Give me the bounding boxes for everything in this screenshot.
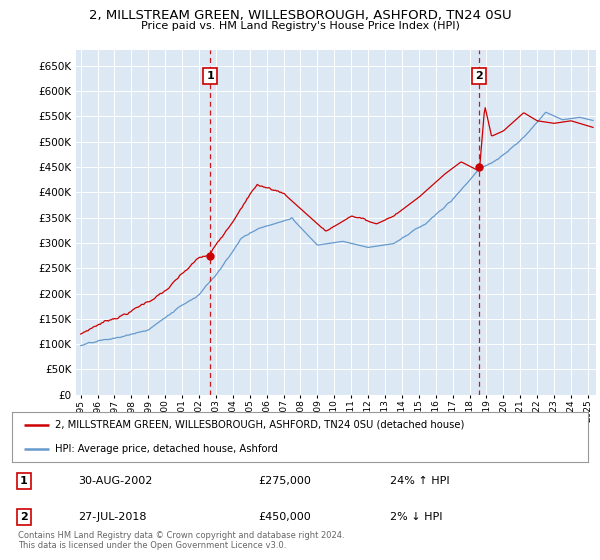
Text: 1: 1 [20,476,28,486]
Text: £450,000: £450,000 [258,512,311,522]
Text: 2, MILLSTREAM GREEN, WILLESBOROUGH, ASHFORD, TN24 0SU: 2, MILLSTREAM GREEN, WILLESBOROUGH, ASHF… [89,9,511,22]
Text: 2: 2 [476,71,483,81]
Text: 30-AUG-2002: 30-AUG-2002 [78,476,152,486]
Text: Contains HM Land Registry data © Crown copyright and database right 2024.
This d: Contains HM Land Registry data © Crown c… [18,530,344,550]
Text: £275,000: £275,000 [258,476,311,486]
Text: 27-JUL-2018: 27-JUL-2018 [78,512,146,522]
Text: 2, MILLSTREAM GREEN, WILLESBOROUGH, ASHFORD, TN24 0SU (detached house): 2, MILLSTREAM GREEN, WILLESBOROUGH, ASHF… [55,419,464,430]
Text: 24% ↑ HPI: 24% ↑ HPI [390,476,449,486]
Text: 2% ↓ HPI: 2% ↓ HPI [390,512,443,522]
Text: 2: 2 [20,512,28,522]
Text: HPI: Average price, detached house, Ashford: HPI: Average price, detached house, Ashf… [55,444,278,454]
Text: 1: 1 [206,71,214,81]
Text: Price paid vs. HM Land Registry's House Price Index (HPI): Price paid vs. HM Land Registry's House … [140,21,460,31]
